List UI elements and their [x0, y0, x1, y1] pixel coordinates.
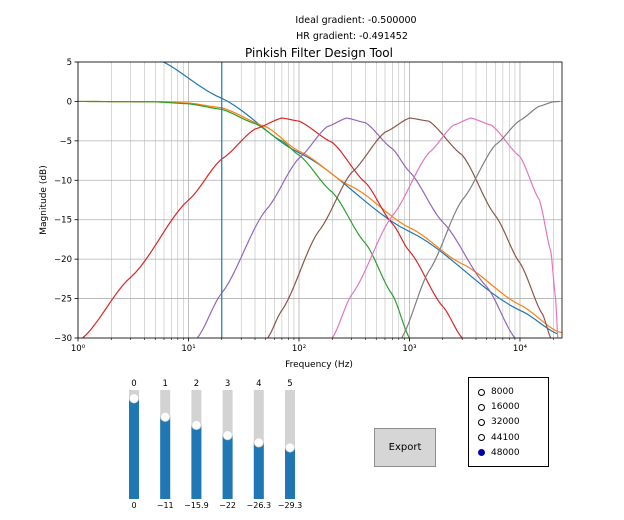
series-group: [78, 62, 562, 338]
radio-option-48000[interactable]: 48000: [478, 446, 520, 460]
slider-value-label: −29.3: [278, 501, 303, 510]
y-axis-label: Magnitude (dB): [39, 165, 49, 234]
radio-dot[interactable]: [478, 449, 485, 457]
slider-band-label: 1: [162, 379, 167, 389]
slider-band-label: 3: [225, 379, 230, 389]
slider-fill: [160, 416, 171, 499]
slider-fill: [129, 398, 139, 499]
radio-label: 48000: [491, 447, 520, 458]
slider-fill: [253, 442, 264, 499]
gain-slider-1[interactable]: 1 −11: [157, 379, 174, 510]
slider-fill: [222, 435, 233, 499]
y-tick-label: 0: [67, 97, 72, 107]
slider-group: 001−112−15.93−224−26.35−29.3: [128, 379, 303, 510]
slider-value-label: −26.3: [247, 501, 272, 510]
series-line-5: [267, 117, 552, 338]
slider-handle[interactable]: [128, 393, 139, 404]
sample-rate-radio-group: 8000 16000 32000 44100 48000: [468, 377, 549, 467]
chart-title: Pinkish Filter Design Tool: [245, 46, 393, 60]
slider-band-label: 2: [194, 379, 199, 389]
slider-fill: [191, 425, 202, 499]
radio-dot[interactable]: [478, 388, 485, 396]
x-tick-label: 10²: [292, 344, 306, 354]
radio-dot[interactable]: [478, 434, 485, 442]
gain-slider-3[interactable]: 3 −22: [219, 379, 236, 510]
y-tick-label: 5: [67, 58, 72, 68]
radio-label: 44100: [491, 432, 520, 443]
slider-handle[interactable]: [284, 442, 295, 453]
ideal-gradient-text: Ideal gradient: -0.500000: [295, 15, 416, 26]
series-line-6: [331, 117, 559, 338]
y-tick-label: −5: [59, 137, 72, 147]
slider-handle[interactable]: [160, 411, 171, 422]
radio-label: 16000: [491, 402, 520, 413]
series-line-4: [196, 117, 516, 338]
slider-value-label: −22: [219, 501, 236, 510]
series-line-7: [401, 100, 560, 338]
gain-slider-0[interactable]: 00: [128, 379, 139, 510]
y-tick-label: −20: [54, 255, 72, 265]
series-line-3: [82, 117, 463, 338]
slider-handle[interactable]: [191, 420, 202, 431]
x-tick-label: 10³: [402, 344, 416, 354]
hr-gradient-text: HR gradient: -0.491452: [296, 31, 408, 42]
y-tick-label: −30: [54, 334, 72, 344]
x-tick-label: 10¹: [181, 344, 195, 354]
x-tick-label: 10⁴: [513, 344, 528, 354]
slider-value-label: −15.9: [184, 501, 209, 510]
y-tick-label: −15: [54, 216, 72, 226]
y-tick-label: −25: [54, 295, 72, 305]
radio-option-8000[interactable]: 8000: [478, 385, 514, 399]
plot-frame: [77, 61, 563, 339]
slider-handle[interactable]: [222, 430, 233, 441]
slider-band-label: 0: [131, 379, 136, 389]
series-line-0: [162, 62, 559, 335]
series-line-2: [78, 100, 411, 338]
radio-option-44100[interactable]: 44100: [478, 431, 520, 445]
radio-option-16000[interactable]: 16000: [478, 400, 520, 414]
slider-band-label: 4: [256, 379, 261, 389]
gain-slider-4[interactable]: 4 −26.3: [247, 379, 272, 510]
x-axis-label: Frequency (Hz): [285, 360, 353, 370]
slider-fill: [285, 447, 295, 499]
slider-value-label: −11: [157, 501, 174, 510]
radio-label: 32000: [491, 417, 520, 428]
grid-lines: [77, 61, 562, 339]
radio-option-32000[interactable]: 32000: [478, 415, 520, 429]
series-line-1: [78, 100, 562, 334]
y-tick-label: −10: [54, 176, 72, 186]
radio-label: 8000: [491, 387, 514, 397]
slider-handle[interactable]: [253, 437, 264, 448]
gain-slider-2[interactable]: 2 −15.9: [184, 379, 209, 510]
x-tick-label: 10⁰: [71, 344, 86, 354]
slider-band-label: 5: [287, 379, 292, 389]
slider-value-label: 0: [131, 501, 136, 510]
radio-dot[interactable]: [478, 403, 485, 411]
gain-slider-5[interactable]: 5 −29.3: [278, 379, 303, 510]
radio-dot[interactable]: [478, 418, 485, 426]
export-button[interactable]: Export: [374, 428, 436, 467]
